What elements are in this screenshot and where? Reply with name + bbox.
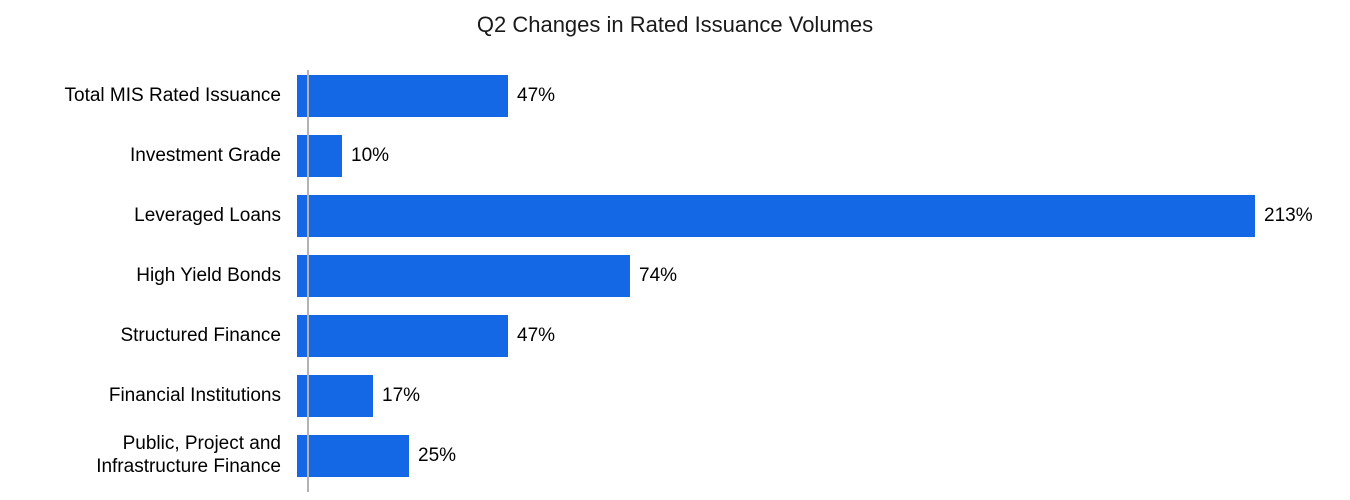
category-label: High Yield Bonds: [136, 264, 281, 286]
bar: [297, 75, 508, 117]
chart-plot-area: Total MIS Rated Issuance 47% Investment Gr…: [0, 66, 1350, 492]
bar-row: Leveraged Loans 213%: [0, 186, 1350, 246]
category-label: Leveraged Loans: [134, 204, 281, 226]
bar: [297, 435, 409, 477]
bar-row: Investment Grade 10%: [0, 126, 1350, 186]
bar-row: Financial Institutions 17%: [0, 366, 1350, 426]
category-label: Structured Finance: [120, 324, 281, 346]
y-axis-line: [307, 70, 309, 492]
bar: [297, 135, 342, 177]
value-label: 47%: [517, 85, 556, 106]
bar-row: Total MIS Rated Issuance 47%: [0, 66, 1350, 126]
value-label: 213%: [1264, 205, 1313, 226]
bar-row: Structured Finance 47%: [0, 306, 1350, 366]
category-label: Total MIS Rated Issuance: [64, 84, 282, 106]
bar: [297, 375, 373, 417]
bar-row: Public, Project and Infrastructure Finan…: [0, 426, 1350, 486]
category-label: Public, Project and Infrastructure Finan…: [96, 433, 281, 477]
value-label: 25%: [418, 445, 457, 466]
bar: [297, 195, 1255, 237]
bar: [297, 255, 630, 297]
bar: [297, 315, 508, 357]
value-label: 47%: [517, 325, 556, 346]
bar-row: High Yield Bonds 74%: [0, 246, 1350, 306]
value-label: 74%: [639, 265, 678, 286]
value-label: 17%: [382, 385, 421, 406]
category-label: Investment Grade: [129, 144, 281, 166]
chart-title: Q2 Changes in Rated Issuance Volumes: [476, 12, 874, 37]
value-label: 10%: [351, 145, 390, 166]
category-label: Financial Institutions: [108, 384, 281, 406]
